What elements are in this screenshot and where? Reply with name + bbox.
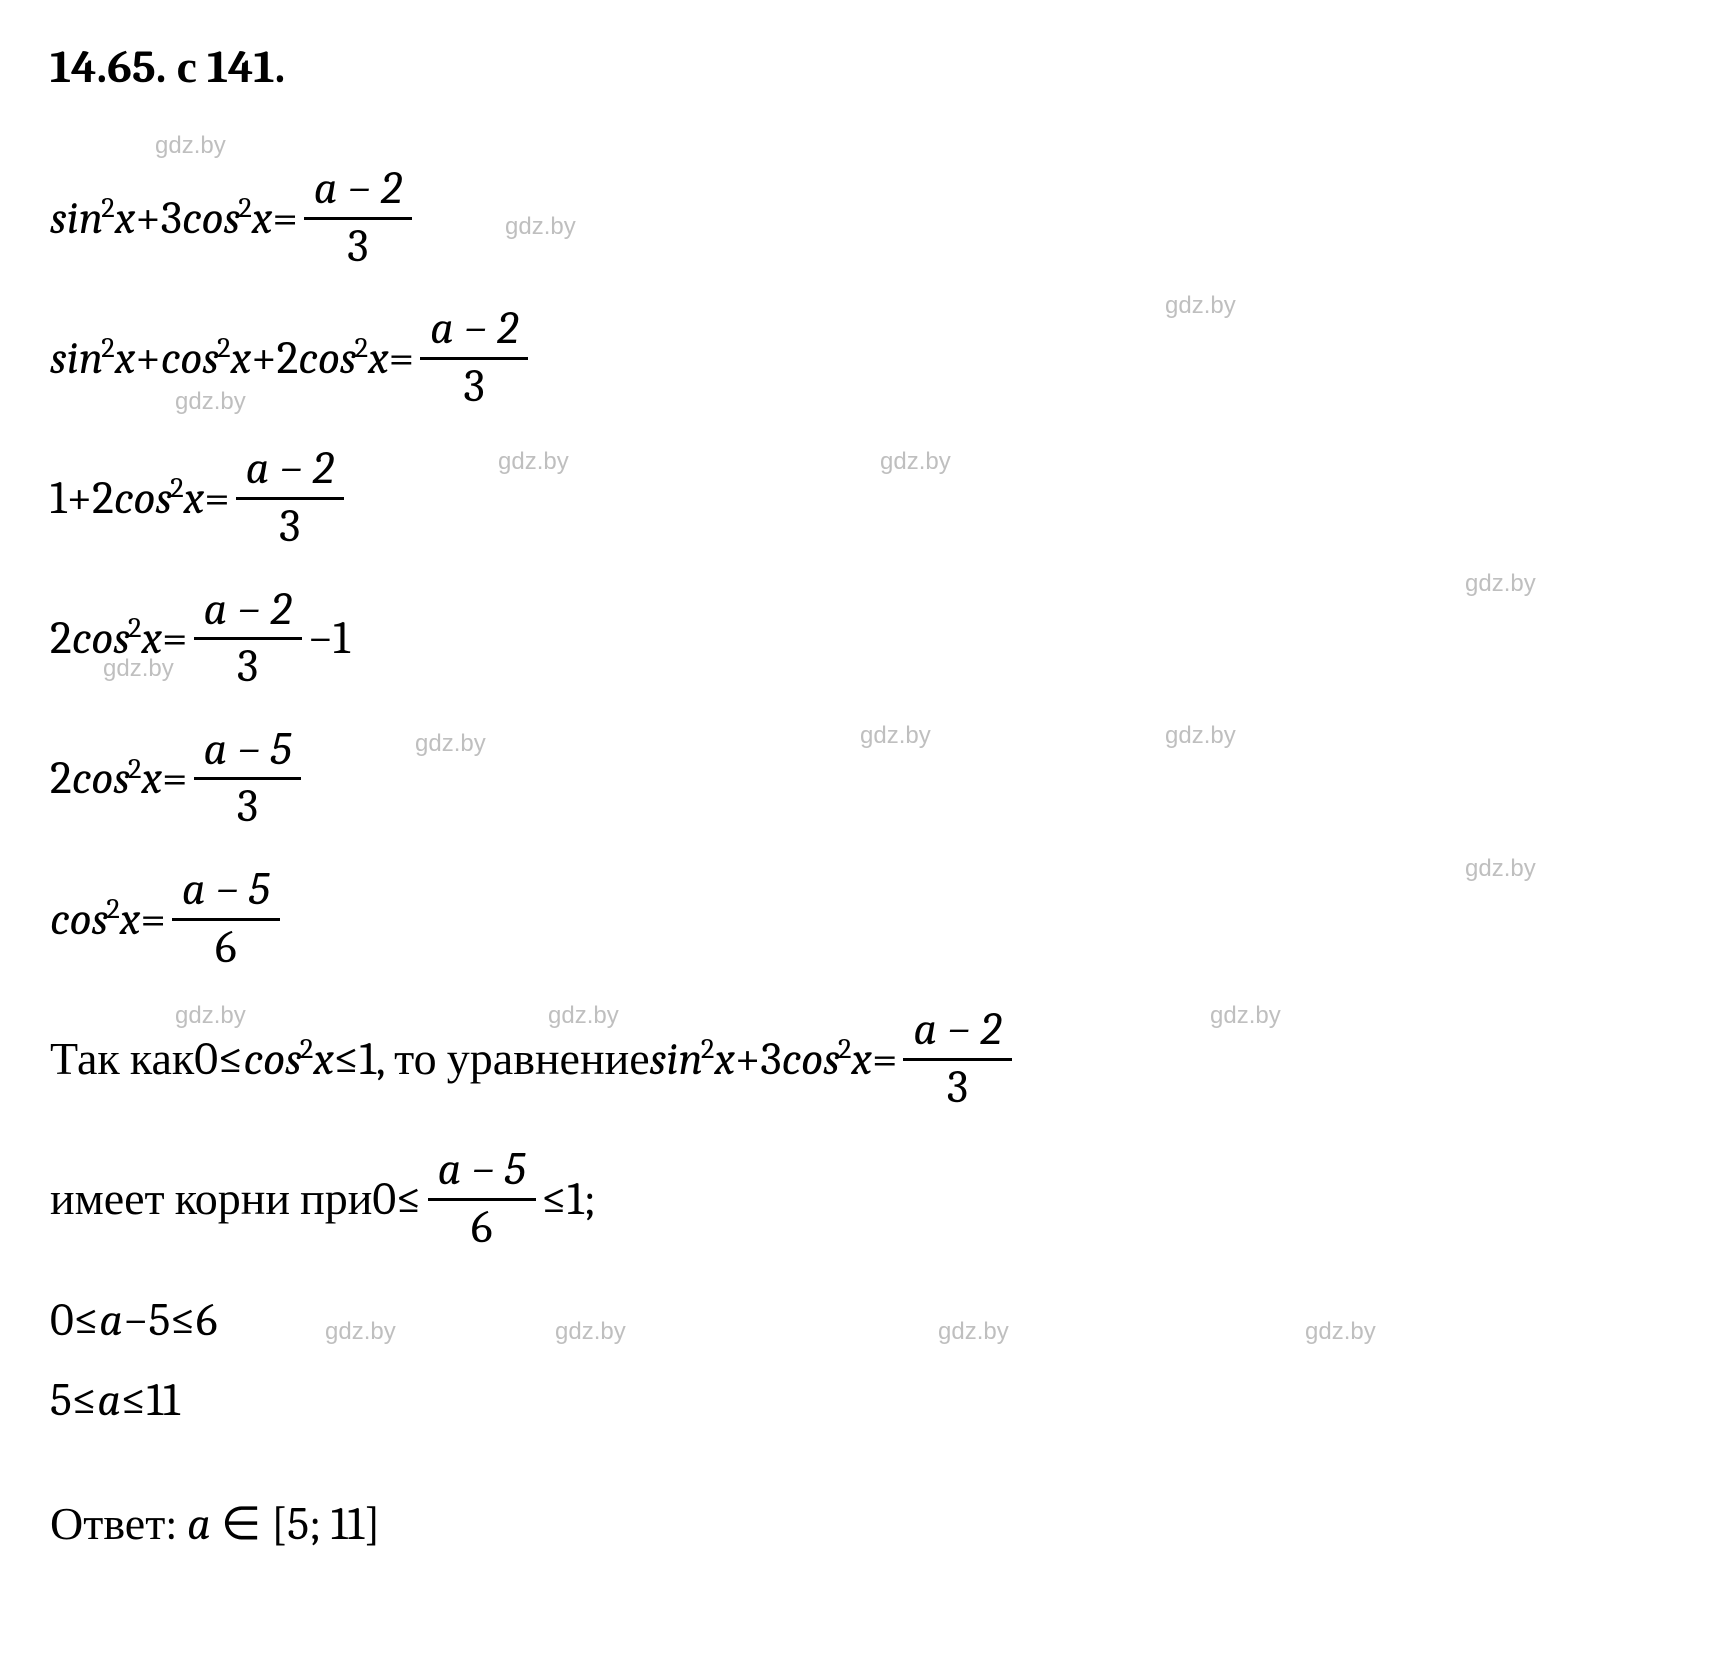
explanation-line-2: имеет корни при 0 ≤ a − 5 6 ≤ 1 ; [50,1145,1665,1253]
one: 1 [50,472,67,525]
a: a [187,1498,211,1551]
one: 1 [333,612,350,665]
le: ≤ [542,1173,567,1226]
plus: + [735,1033,760,1086]
eleven: 11 [147,1374,180,1427]
six: 6 [196,1294,218,1347]
cos: cos2x [298,332,388,385]
coef-2: 2 [277,332,299,385]
plus: + [251,332,276,385]
plus: + [135,332,160,385]
interval: [5; 11] [271,1498,380,1551]
coef-3: 3 [161,192,182,245]
cos: cos2x [72,612,162,665]
inequality-line-1: 0 ≤ a − 5 ≤ 6 [50,1286,1665,1356]
le: ≤ [396,1173,421,1226]
exercise-heading: 14.65. с 141. [50,40,1665,94]
coef-3: 3 [760,1033,781,1086]
zero: 0 [372,1173,396,1226]
equation-line-4: 2 cos2x = a − 2 3 − 1 [50,585,1665,693]
frac-a-2-over-3: a − 2 3 [194,585,302,693]
frac-a-2-over-3: a − 2 3 [903,1005,1011,1113]
equals: = [140,893,165,946]
minus: − [123,1294,148,1347]
cos: cos2x [244,1033,334,1086]
equals: = [389,332,414,385]
frac-a-2-over-3: a − 2 3 [236,444,344,552]
one: 1 [567,1173,584,1226]
zero: 0 [50,1294,74,1347]
le: ≤ [170,1294,195,1347]
equals: = [162,612,187,665]
inequality-line-2: 5 ≤ a ≤ 11 [50,1366,1665,1436]
le: ≤ [121,1374,146,1427]
answer-label: Ответ: [50,1498,187,1551]
le: ≤ [218,1033,243,1086]
cos: cos2x [182,192,272,245]
cos: cos2x [50,893,140,946]
watermark: gdz.by [155,132,226,160]
sin: sin2x [50,332,135,385]
sin: sin2x [50,192,135,245]
frac-a-5-over-3: a − 5 3 [194,725,302,833]
zero: 0 [194,1033,218,1086]
frac-a-5-over-6: a − 5 6 [428,1145,536,1253]
semicolon: ; [584,1173,596,1226]
equals: = [272,192,297,245]
text-has-roots: имеет корни при [50,1172,372,1226]
le: ≤ [72,1374,97,1427]
coef-2: 2 [92,472,114,525]
equation-line-1: sin2x + 3 cos2x = a − 2 3 [50,164,1665,272]
five: 5 [50,1374,72,1427]
frac-a-2-over-3: a − 2 3 [304,164,412,272]
cos: cos2x [114,472,204,525]
equation-line-6: cos2x = a − 5 6 [50,865,1665,973]
equals: = [204,472,229,525]
equation-line-5: 2 cos2x = a − 5 3 [50,725,1665,833]
a: a [97,1374,121,1427]
le: ≤ [74,1294,99,1347]
coef-2: 2 [50,612,72,665]
sin: sin2x [650,1033,735,1086]
minus: − [308,612,333,665]
five: 5 [148,1294,170,1347]
equals: = [872,1033,897,1086]
text-then: , то уравнение [376,1032,650,1086]
cos: cos2x [72,752,162,805]
frac-a-5-over-6: a − 5 6 [172,865,280,973]
cos: cos2x [161,332,251,385]
one: 1 [359,1033,376,1086]
a: a [99,1294,123,1347]
explanation-line-1: Так как 0 ≤ cos2x ≤ 1 , то уравнение sin… [50,1005,1665,1113]
text-since: Так как [50,1032,194,1086]
answer-line: Ответ: a ∈ [5; 11] [50,1496,1665,1551]
plus: + [135,192,160,245]
le: ≤ [334,1033,359,1086]
equals: = [162,752,187,805]
equation-line-2: sin2x + cos2x + 2 cos2x = a − 2 3 [50,304,1665,412]
coef-2: 2 [50,752,72,805]
cos: cos2x [782,1033,872,1086]
equation-line-3: 1 + 2 cos2x = a − 2 3 [50,444,1665,552]
in-symbol: ∈ [221,1498,271,1551]
plus: + [67,472,92,525]
frac-a-2-over-3: a − 2 3 [420,304,528,412]
